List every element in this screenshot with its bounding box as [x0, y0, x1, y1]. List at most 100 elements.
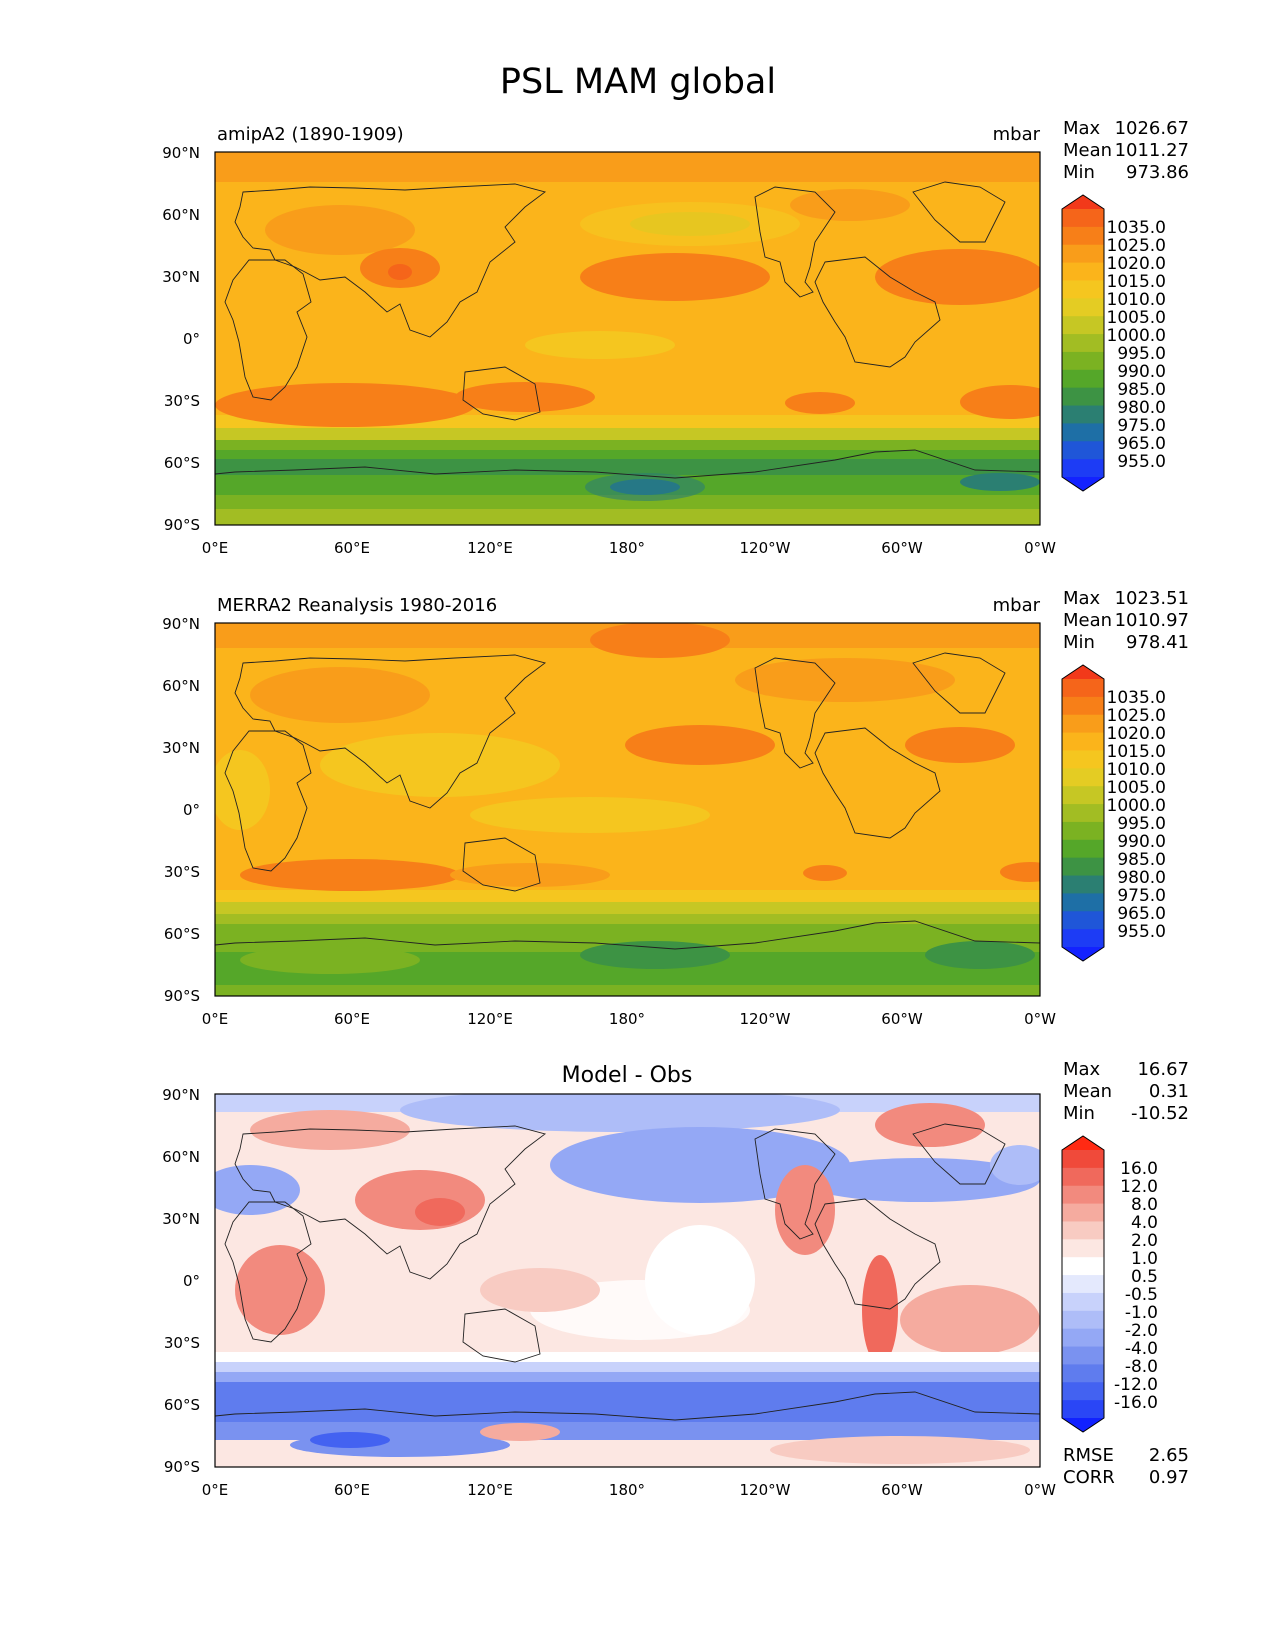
colorbar-swatch	[1062, 1221, 1104, 1240]
colorbar-swatch	[1062, 1239, 1104, 1258]
colorbar-swatch	[1062, 750, 1104, 769]
colorbar-swatch	[1062, 441, 1104, 460]
lon-tick-label: 180°	[609, 1481, 645, 1499]
lon-tick-label: 60°W	[881, 539, 923, 557]
colorbar-swatch	[1062, 679, 1104, 698]
colorbar-swatch	[1062, 1310, 1104, 1330]
stat-min-label: Min	[1063, 1103, 1095, 1124]
colorbar-label: 1020.0	[1107, 724, 1166, 744]
colorbar-swatch	[1062, 1328, 1104, 1348]
colorbar-swatch	[1062, 1203, 1104, 1222]
colorbar: 1035.0 1025.0 1020.0 1015.0 1010.0 1005.…	[1061, 664, 1166, 962]
figure-title: PSL MAM global	[500, 62, 776, 102]
colorbar-swatch	[1062, 298, 1104, 317]
stat-mean-value: 0.31	[1149, 1081, 1189, 1102]
colorbar-label: 1020.0	[1107, 254, 1166, 274]
psl-map-obs	[215, 623, 1040, 996]
lon-tick-label: 180°	[609, 1010, 645, 1028]
colorbar-swatch	[1062, 226, 1104, 246]
lat-tick-label: 60°N	[162, 206, 200, 224]
lon-tick-label: 0°W	[1024, 539, 1056, 557]
colorbar-label: 955.0	[1117, 922, 1166, 942]
stat-max-value: 1026.67	[1115, 118, 1189, 139]
panel-units: mbar	[993, 595, 1041, 616]
colorbar: 16.0 12.0 8.0 4.0 2.0 1.0 0.5 -0.5 -1.0 …	[1061, 1135, 1158, 1433]
panel-left-title: amipA2 (1890-1909)	[217, 124, 404, 145]
colorbar-extend-max	[1062, 665, 1104, 679]
lon-tick-label: 0°E	[202, 1481, 229, 1499]
stat-min-value: -10.52	[1131, 1103, 1189, 1124]
colorbar-label: 1010.0	[1107, 290, 1166, 310]
colorbar-swatch	[1062, 1292, 1104, 1312]
colorbar-swatch	[1062, 387, 1104, 407]
colorbar-label: 1005.0	[1107, 778, 1166, 798]
colorbar-label: -12.0	[1114, 1375, 1158, 1395]
lat-axis: 90°N 60°N 30°N 0° 30°S 60°S 90°S	[162, 1086, 200, 1476]
colorbar-label: -0.5	[1125, 1285, 1158, 1305]
colorbar-swatch	[1062, 405, 1104, 424]
colorbar-swatch	[1062, 1400, 1104, 1419]
colorbar-extend-min	[1062, 947, 1104, 961]
lat-tick-label: 30°S	[164, 863, 200, 881]
map-frame	[214, 1093, 1041, 1468]
error-metrics: RMSE 2.65 CORR 0.97	[1063, 1445, 1189, 1488]
lon-tick-label: 60°E	[334, 1481, 370, 1499]
lat-tick-label: 90°S	[164, 516, 200, 534]
stat-max-label: Max	[1063, 118, 1101, 139]
colorbar-label: 990.0	[1117, 832, 1166, 852]
colorbar-swatch	[1062, 804, 1104, 823]
panel-center-title: Model - Obs	[562, 1063, 693, 1088]
lon-tick-label: 60°E	[334, 1010, 370, 1028]
colorbar-swatch	[1062, 875, 1104, 894]
stat-min-value: 978.41	[1126, 632, 1189, 653]
colorbar-swatch	[1062, 839, 1104, 859]
colorbar-swatch	[1062, 1150, 1104, 1169]
lat-tick-label: 30°N	[162, 268, 200, 286]
colorbar-label: -1.0	[1125, 1303, 1158, 1323]
colorbar-label: 980.0	[1117, 868, 1166, 888]
lon-axis: 0°E 60°E 120°E 180° 120°W 60°W 0°W	[202, 539, 1056, 557]
lat-tick-label: 60°S	[164, 454, 200, 472]
colorbar-label: 16.0	[1120, 1159, 1158, 1179]
colorbar-swatch	[1062, 1346, 1104, 1365]
lon-tick-label: 120°W	[740, 539, 791, 557]
colorbar-label: -8.0	[1125, 1357, 1158, 1377]
colorbar-label: 1015.0	[1107, 272, 1166, 292]
lon-tick-label: 180°	[609, 539, 645, 557]
coastlines	[215, 181, 1040, 525]
colorbar-swatch	[1062, 1364, 1104, 1383]
lon-axis: 0°E 60°E 120°E 180° 120°W 60°W 0°W	[202, 1010, 1056, 1028]
lat-tick-label: 90°S	[164, 1458, 200, 1476]
map-frame	[214, 151, 1041, 526]
colorbar-swatch	[1062, 1275, 1104, 1294]
colorbar-label: 0.5	[1131, 1267, 1158, 1287]
colorbar-label: 4.0	[1131, 1213, 1158, 1233]
stat-mean-value: 1010.97	[1115, 610, 1189, 631]
colorbar-extend-min	[1062, 1418, 1104, 1432]
colorbar-swatch	[1062, 786, 1104, 805]
colorbar-label: 975.0	[1117, 886, 1166, 906]
colorbar-swatch	[1062, 732, 1104, 751]
lon-tick-label: 60°E	[334, 539, 370, 557]
lat-tick-label: 30°S	[164, 1334, 200, 1352]
lat-axis: 90°N 60°N 30°N 0° 30°S 60°S 90°S	[162, 144, 200, 534]
lon-tick-label: 60°W	[881, 1481, 923, 1499]
colorbar-label: 1.0	[1131, 1249, 1158, 1269]
colorbar-swatch	[1062, 1185, 1104, 1205]
corr-label: CORR	[1063, 1467, 1115, 1488]
colorbar-label: 965.0	[1117, 904, 1166, 924]
colorbar-label: 1000.0	[1107, 796, 1166, 816]
stat-mean-label: Mean	[1063, 140, 1112, 161]
colorbar: 1035.0 1025.0 1020.0 1015.0 1010.0 1005.…	[1061, 194, 1166, 492]
colorbar-label: 12.0	[1120, 1177, 1158, 1197]
colorbar-label: 955.0	[1117, 452, 1166, 472]
colorbar-label: 1035.0	[1107, 688, 1166, 708]
colorbar-swatch	[1062, 1382, 1104, 1401]
colorbar-label: 2.0	[1131, 1231, 1158, 1251]
colorbar-swatch	[1062, 696, 1104, 716]
stats: Max 1026.67 Mean 1011.27 Min 973.86	[1063, 118, 1189, 183]
stat-min-label: Min	[1063, 632, 1095, 653]
colorbar-label: 995.0	[1117, 814, 1166, 834]
lat-tick-label: 60°N	[162, 1148, 200, 1166]
colorbar-label: -2.0	[1125, 1321, 1158, 1341]
